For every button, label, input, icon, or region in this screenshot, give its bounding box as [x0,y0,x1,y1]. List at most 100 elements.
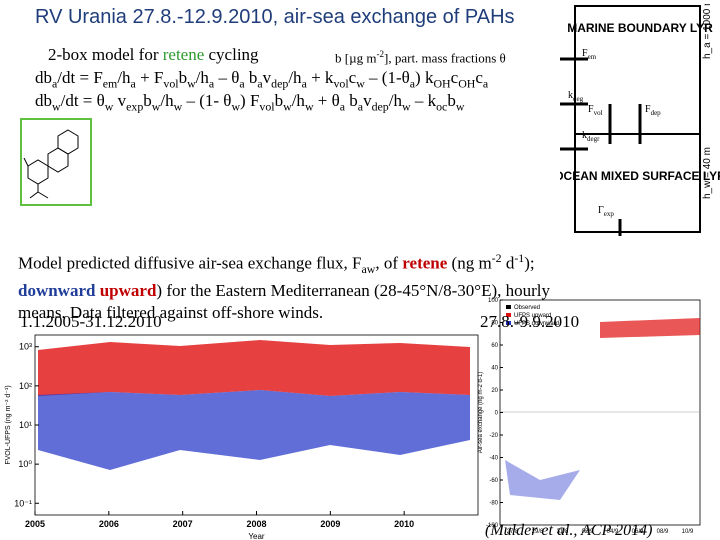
text-run: w [104,99,114,114]
legend-label: UFPS upward [514,313,551,319]
text-run: OH [458,76,476,91]
y-tick-label: -40 [489,456,498,462]
text-run: downward [18,281,96,301]
flux-label: Γexp [598,205,614,218]
text-run: b [447,91,456,110]
x-tick-label: 08/9 [657,529,669,535]
text-run: dep [371,99,389,114]
text-run: oc [436,99,448,114]
x-tick-label: 2005 [25,519,45,529]
x-tick-label: 31/8 [557,529,569,535]
text-run: OH [433,76,451,91]
text-run: b [178,68,188,87]
y-tick-label: 60 [491,343,498,349]
text-run: v [262,68,272,87]
text-run: vol [259,99,275,114]
text-run: em [587,53,597,61]
text-run: dep [271,76,289,91]
text-run: v [113,91,127,110]
y-tick-label: 0 [495,411,499,417]
legend-swatch [506,313,511,317]
text-run: deg [573,95,584,103]
text-run: ) k [415,68,434,87]
text-run: F [645,104,651,115]
text-run: a [208,76,215,91]
flux-label: Fvol [588,104,603,117]
text-run: ) for the Eastern Mediterranean (28-45°N… [18,281,551,323]
text-run: v [363,91,372,110]
text-run: a [130,76,136,91]
flux-label: Fem [582,48,596,61]
text-run: b [345,91,358,110]
legend-label: UFPS downward [514,321,559,327]
text-run: /h [195,68,209,87]
text-run: em [102,76,118,91]
text-run: – (1- θ [182,91,232,110]
text-run: k [582,130,587,141]
y-tick-label: -100 [486,523,499,529]
text-run: db [35,91,52,110]
text-run: exp [603,210,614,218]
text-run: c [348,68,357,87]
x-tick-label: 02/9 [582,529,594,535]
y-tick-label: 10⁻¹ [14,498,32,508]
text-run: retene [402,253,448,273]
text-run: w [356,76,365,91]
text-run: w [401,99,411,114]
x-tick-label: 27/8 [507,529,519,535]
text-run: upward [99,281,157,301]
y-tick-label: 10² [19,381,32,391]
text-run: w [283,99,292,114]
x-tick-label: 2006 [99,519,119,529]
text-run: a [409,76,416,91]
equation: dbw/dt = θw vexpbw/hw – (1- θw) Fvolbw/h… [35,91,464,114]
text-run: a [339,99,346,114]
period-label: 27.8.-9.9.2010 [480,312,580,331]
text-run: ], part. mass fractions θ [384,50,506,66]
x-axis-label: Year [248,532,265,540]
equation: dba/dt = Fem/ha + Fvolbw/ha – θa bavdep/… [35,68,488,91]
text-run: vol [163,76,179,91]
y-tick-label: 10⁰ [18,459,32,469]
text-run: (ng m [447,253,492,273]
text-run: 2-box model for [48,45,163,64]
flux-label: kdegr [582,130,599,143]
text-run: Γ [598,205,604,216]
text-run: /h [117,68,131,87]
text-run: aw [361,262,376,277]
text-run: w [187,76,196,91]
y-tick-label: -80 [489,501,498,507]
text-run: db [35,68,52,87]
text-run: exp [126,99,144,114]
period-label: 1.1.2005-31.12.2010 [20,312,162,331]
height-label: h_w = 40 m [702,147,713,199]
legend-swatch [506,321,511,325]
text-run: c [450,68,459,87]
x-tick-label: 2007 [173,519,193,529]
x-tick-label: 2008 [246,519,266,529]
text-run: d [501,253,515,273]
text-run: a [482,76,489,91]
y-tick-label: 20 [491,388,498,394]
text-run: F [588,104,594,115]
units-note: b [µg m-2], part. mass fractions θ [335,49,506,66]
text-run: a [257,76,263,91]
text-run: -2 [491,251,502,265]
text-run: degr [587,135,600,143]
text-run: -1 [514,251,525,265]
y-tick-label: 80 [491,321,498,327]
text-run: /h [291,91,305,110]
y-tick-label: 40 [491,366,498,372]
text-run: retene [162,45,205,64]
text-run: Model predicted diffusive air-sea exchan… [18,253,362,273]
text-run: cycling [204,45,259,64]
text-run: w [455,99,465,114]
text-run: w [231,99,241,114]
text-run: w [151,99,161,114]
text-run: w [304,99,314,114]
text-run: /h [160,91,174,110]
y-tick-label: 100 [488,298,499,304]
text-run: k [568,90,573,101]
x-tick-label: 06/9 [632,529,644,535]
y-tick-label: -60 [489,478,498,484]
